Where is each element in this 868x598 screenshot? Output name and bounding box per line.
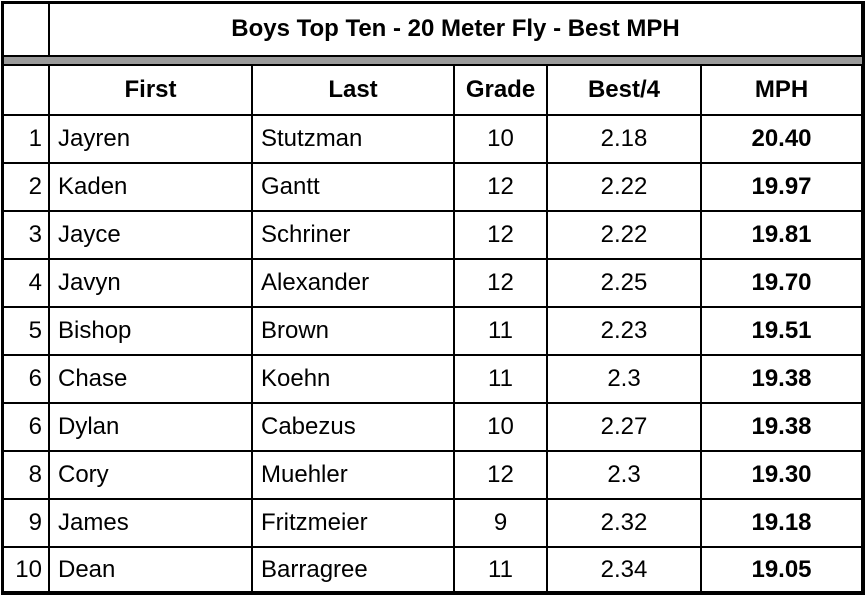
table-cell: Cory: [50, 452, 253, 500]
table-cell: Muehler: [253, 452, 455, 500]
table-cell: 11: [455, 308, 548, 356]
rank-cell: 2: [3, 164, 50, 212]
rank-cell: 10: [3, 548, 50, 593]
table-cell: 2.25: [548, 260, 702, 308]
table-cell: 12: [455, 452, 548, 500]
table-title: Boys Top Ten - 20 Meter Fly - Best MPH: [50, 3, 863, 57]
table-cell: 2.32: [548, 500, 702, 548]
table-cell: Chase: [50, 356, 253, 404]
table-cell: 19.18: [702, 500, 863, 548]
table-cell: Bishop: [50, 308, 253, 356]
table-cell: 19.05: [702, 548, 863, 593]
corner-cell: [3, 66, 50, 116]
table-cell: Barragree: [253, 548, 455, 593]
table-cell: 2.34: [548, 548, 702, 593]
table-cell: 10: [455, 404, 548, 452]
rank-cell: 1: [3, 116, 50, 164]
table-cell: Gantt: [253, 164, 455, 212]
table-cell: 2.3: [548, 356, 702, 404]
table-cell: Dylan: [50, 404, 253, 452]
table-cell: 2.27: [548, 404, 702, 452]
table-cell: Fritzmeier: [253, 500, 455, 548]
column-header: First: [50, 66, 253, 116]
table-cell: Jayce: [50, 212, 253, 260]
rank-cell: 5: [3, 308, 50, 356]
rank-cell: 9: [3, 500, 50, 548]
table-cell: 19.81: [702, 212, 863, 260]
table-cell: 19.97: [702, 164, 863, 212]
table-cell: Stutzman: [253, 116, 455, 164]
table-cell: 2.22: [548, 212, 702, 260]
table-cell: 19.51: [702, 308, 863, 356]
table-cell: 11: [455, 356, 548, 404]
table-cell: 19.38: [702, 356, 863, 404]
table-cell: Schriner: [253, 212, 455, 260]
table-cell: 2.22: [548, 164, 702, 212]
table-cell: Cabezus: [253, 404, 455, 452]
table-cell: Jayren: [50, 116, 253, 164]
table-cell: 12: [455, 164, 548, 212]
table-cell: Javyn: [50, 260, 253, 308]
header-separator: [3, 57, 863, 66]
table-cell: 11: [455, 548, 548, 593]
rank-cell: 6: [3, 356, 50, 404]
table-cell: James: [50, 500, 253, 548]
table-cell: 10: [455, 116, 548, 164]
table-cell: Kaden: [50, 164, 253, 212]
corner-cell: [3, 3, 50, 57]
table-cell: 12: [455, 260, 548, 308]
rank-cell: 3: [3, 212, 50, 260]
table-cell: 2.3: [548, 452, 702, 500]
table-cell: 12: [455, 212, 548, 260]
table-cell: 20.40: [702, 116, 863, 164]
column-header: Best/4: [548, 66, 702, 116]
rank-cell: 8: [3, 452, 50, 500]
table-cell: 9: [455, 500, 548, 548]
rank-cell: 4: [3, 260, 50, 308]
column-header: Grade: [455, 66, 548, 116]
column-header: Last: [253, 66, 455, 116]
table-cell: 2.23: [548, 308, 702, 356]
table-cell: 2.18: [548, 116, 702, 164]
table-cell: Brown: [253, 308, 455, 356]
table-cell: 19.70: [702, 260, 863, 308]
column-header: MPH: [702, 66, 863, 116]
table-cell: 19.30: [702, 452, 863, 500]
table-cell: Alexander: [253, 260, 455, 308]
table-cell: 19.38: [702, 404, 863, 452]
table-cell: Dean: [50, 548, 253, 593]
table-cell: Koehn: [253, 356, 455, 404]
rank-cell: 6: [3, 404, 50, 452]
